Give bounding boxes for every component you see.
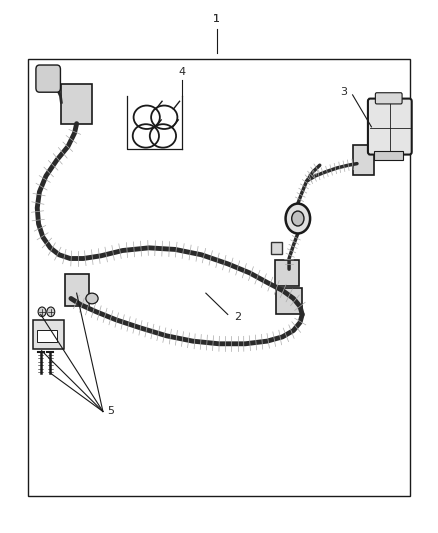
FancyBboxPatch shape <box>368 99 412 155</box>
Circle shape <box>286 204 310 233</box>
Bar <box>374 151 403 160</box>
Bar <box>64 274 88 306</box>
Text: 5: 5 <box>107 407 114 416</box>
Circle shape <box>38 307 46 317</box>
Circle shape <box>292 211 304 226</box>
Bar <box>276 288 302 314</box>
Text: 1: 1 <box>213 14 220 24</box>
Bar <box>61 84 92 124</box>
Ellipse shape <box>86 293 98 304</box>
Bar <box>28 59 410 496</box>
Bar <box>271 242 282 254</box>
Bar <box>275 260 299 286</box>
Bar <box>33 320 64 349</box>
Text: 1: 1 <box>213 14 220 24</box>
FancyBboxPatch shape <box>36 65 60 92</box>
Circle shape <box>47 307 55 317</box>
Text: 3: 3 <box>340 87 347 96</box>
Text: 4: 4 <box>178 67 185 77</box>
Text: 2: 2 <box>234 312 241 322</box>
Bar <box>37 330 57 342</box>
Bar <box>353 145 374 175</box>
FancyBboxPatch shape <box>375 93 402 104</box>
